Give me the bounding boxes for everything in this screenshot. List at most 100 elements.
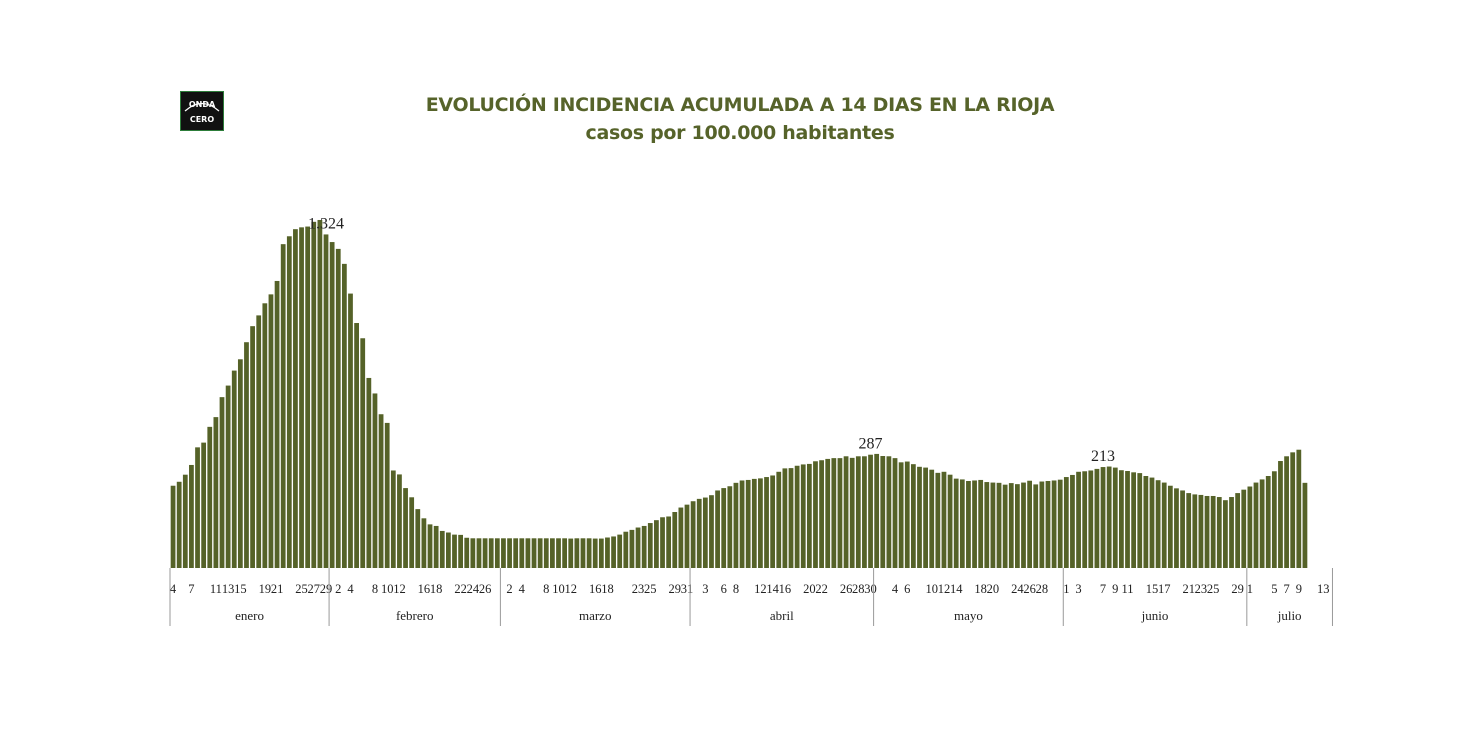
bar: [323, 234, 329, 568]
tick-label: 21: [1182, 582, 1195, 596]
bar: [488, 538, 494, 568]
tick-label: 15: [234, 582, 247, 596]
bar: [910, 464, 916, 568]
bar: [776, 471, 782, 568]
tick-label: 27: [308, 582, 321, 596]
bar: [390, 470, 396, 568]
bar: [1015, 484, 1020, 568]
bar: [1112, 467, 1118, 568]
bar: [629, 529, 635, 568]
tick-label: 16: [418, 582, 431, 596]
bar: [855, 456, 861, 568]
bar: [1143, 476, 1149, 568]
bar: [476, 538, 482, 568]
bar: [966, 480, 971, 568]
bar: [623, 531, 629, 568]
bar: [1063, 477, 1069, 568]
bar: [170, 485, 176, 568]
tick-label: 26: [840, 582, 853, 596]
bar: [923, 467, 928, 568]
bar: [293, 229, 298, 568]
bar: [953, 478, 959, 568]
bar: [1253, 482, 1259, 568]
bar: [647, 523, 653, 568]
tick-label: 8: [372, 582, 378, 596]
bar: [1186, 493, 1192, 568]
tick-label: 29: [320, 582, 333, 596]
bar: [1119, 470, 1124, 568]
bar: [1302, 482, 1308, 568]
bar: [1259, 479, 1265, 568]
tick-label: 19: [259, 582, 272, 596]
bar: [311, 221, 317, 568]
logo-text-top: ONDA: [189, 100, 216, 109]
tick-label: 7: [1100, 582, 1106, 596]
bar: [1271, 471, 1277, 568]
tick-label: 25: [1207, 582, 1220, 596]
tick-label: 2: [335, 582, 341, 596]
bar: [837, 458, 843, 568]
bar: [794, 465, 800, 568]
bar: [886, 456, 892, 568]
bar: [849, 457, 855, 568]
month-label: abril: [770, 608, 794, 623]
bar: [525, 538, 531, 568]
tick-label: 24: [467, 582, 480, 596]
bar: [598, 538, 604, 568]
bar: [195, 447, 200, 568]
tick-label: 6: [721, 582, 727, 596]
bar: [1278, 461, 1283, 568]
bar: [378, 414, 384, 568]
tick-label: 1: [1063, 582, 1069, 596]
bar: [513, 538, 519, 568]
tick-label: 3: [702, 582, 708, 596]
month-label: febrero: [396, 608, 434, 623]
bar: [800, 464, 806, 568]
tick-label: 10: [552, 582, 565, 596]
tick-label: 4: [170, 582, 177, 596]
bar: [384, 422, 390, 568]
tick-label: 16: [589, 582, 602, 596]
bar: [880, 456, 886, 568]
bar: [341, 263, 347, 568]
tick-label: 22: [454, 582, 467, 596]
bar: [959, 479, 965, 568]
bar: [1265, 476, 1271, 568]
tick-label: 18: [974, 582, 987, 596]
bar: [360, 338, 366, 568]
bar: [1174, 488, 1179, 568]
bar: [898, 462, 904, 568]
bar: [672, 512, 678, 568]
bar: [507, 538, 512, 568]
tick-label: 29: [1231, 582, 1244, 596]
bar: [1155, 480, 1161, 568]
tick-label: 17: [1158, 582, 1171, 596]
bar: [286, 236, 292, 568]
tick-label: 22: [815, 582, 828, 596]
bar: [1216, 497, 1222, 568]
tick-label: 7: [188, 582, 194, 596]
bar: [1137, 473, 1143, 568]
bar: [1008, 483, 1014, 568]
bar: [1094, 468, 1100, 568]
bar: [947, 474, 953, 568]
tick-label: 15: [1146, 582, 1159, 596]
tick-label: 9: [1112, 582, 1118, 596]
tick-label: 16: [779, 582, 792, 596]
tick-label: 20: [987, 582, 1000, 596]
month-label: julio: [1277, 608, 1302, 623]
bar: [207, 426, 213, 568]
bar: [317, 219, 323, 569]
bar: [470, 538, 476, 568]
month-label: marzo: [579, 608, 611, 623]
bar: [244, 342, 249, 568]
bar: [329, 242, 335, 568]
bar: [1033, 484, 1039, 568]
bar: [862, 456, 867, 568]
bar: [1284, 456, 1289, 568]
bar: [984, 482, 990, 568]
bar: [1051, 480, 1057, 568]
bar: [556, 538, 561, 568]
bar: [1149, 477, 1155, 568]
